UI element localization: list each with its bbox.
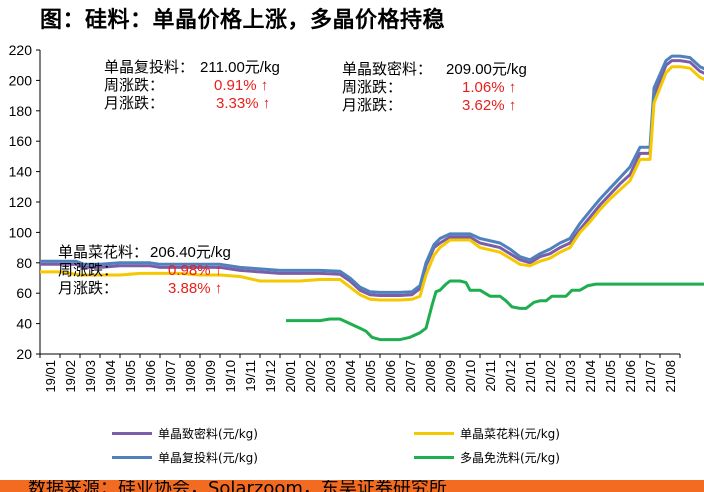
- fu-tou-week-label: 周涨跌：: [104, 77, 165, 94]
- y-tick-label: 220: [9, 42, 33, 58]
- series-line-2: [40, 65, 704, 302]
- legend-label-fu-tou: 单晶复投料(元/kg): [158, 451, 258, 465]
- x-tick-label: 20/05: [363, 360, 378, 393]
- series-line-3: [286, 279, 704, 342]
- annotation-zhi-mi: 单晶致密料： 209.00元/kg 周涨跌： 1.06% ↑ 月涨跌： 3.62% ↑: [342, 61, 527, 115]
- x-tick-label: 21/04: [583, 360, 598, 393]
- legend-item-zhi-mi: 单晶致密料(元/kg): [112, 425, 258, 442]
- x-tick-label: 19/04: [103, 360, 118, 393]
- y-tick-label: 160: [9, 133, 33, 149]
- x-tick-label: 19/06: [143, 360, 158, 393]
- legend-swatch-duo-jing: [414, 456, 454, 459]
- chart-title: 图：硅料：单晶价格上涨，多晶价格持稳: [40, 8, 446, 33]
- x-tick-label: 19/11: [243, 360, 258, 392]
- x-tick-label: 21/05: [603, 360, 618, 393]
- x-tick-label: 19/08: [183, 360, 198, 393]
- zhi-mi-label: 单晶致密料：: [342, 61, 433, 78]
- cai-hua-week-value: 0.98% ↑: [168, 262, 223, 279]
- y-tick-label: 200: [9, 72, 33, 88]
- x-tick-label: 20/03: [323, 360, 338, 393]
- x-tick-label: 21/08: [663, 360, 678, 393]
- fu-tou-price: 211.00元/kg: [200, 59, 280, 76]
- legend-label-zhi-mi: 单晶致密料(元/kg): [158, 427, 258, 441]
- x-tick-label: 20/08: [423, 360, 438, 393]
- legend-item-fu-tou: 单晶复投料(元/kg): [112, 449, 258, 466]
- cai-hua-month-value: 3.88% ↑: [168, 280, 223, 297]
- fu-tou-month-label: 月涨跌：: [104, 95, 165, 112]
- x-tick-label: 21/01: [523, 360, 538, 393]
- x-tick-label: 19/02: [63, 360, 78, 393]
- x-tick-label: 20/07: [403, 360, 418, 393]
- x-tick-label: 20/06: [383, 360, 398, 393]
- x-tick-label: 19/07: [163, 360, 178, 393]
- x-tick-label: 19/01: [43, 360, 58, 393]
- series-lines: [40, 54, 704, 342]
- legend-item-duo-jing: 多晶免洗料(元/kg): [414, 449, 560, 466]
- zhi-mi-month-label: 月涨跌：: [342, 97, 403, 114]
- line-chart: 20 40 60 80 100 120 140 160 180 200 220 19/01 19/02 1…: [9, 42, 704, 393]
- annotation-fu-tou: 单晶复投料： 211.00元/kg 周涨跌： 0.91% ↑ 月涨跌： 3.33% ↑: [104, 59, 280, 113]
- footer-bar: 数据来源：硅业协会，Solarzoom，东吴证券研究所: [0, 480, 704, 492]
- x-tick-label: 20/09: [443, 360, 458, 393]
- y-tick-label: 40: [16, 316, 32, 332]
- x-tick-label: 20/10: [463, 360, 478, 393]
- series-line-1: [40, 54, 704, 294]
- chart-axes: 20 40 60 80 100 120 140 160 180 200 220 19/01 19/02 1…: [9, 42, 681, 393]
- x-tick-label: 20/02: [303, 360, 318, 393]
- fu-tou-month-value: 3.33% ↑: [216, 95, 271, 112]
- cai-hua-month-label: 月涨跌：: [58, 280, 119, 297]
- legend-label-cai-hua: 单晶菜花料(元/kg): [460, 427, 560, 441]
- x-tick-label: 19/12: [263, 360, 278, 393]
- annotation-cai-hua: 单晶菜花料： 206.40元/kg 周涨跌： 0.98% ↑ 月涨跌： 3.88% ↑: [58, 244, 231, 298]
- x-tick-label: 21/03: [563, 360, 578, 393]
- zhi-mi-price: 209.00元/kg: [446, 61, 527, 78]
- y-tick-label: 80: [16, 255, 32, 271]
- legend-label-duo-jing: 多晶免洗料(元/kg): [460, 451, 560, 465]
- y-tick-label: 100: [9, 224, 33, 240]
- zhi-mi-month-value: 3.62% ↑: [462, 97, 517, 114]
- x-tick-label: 19/05: [123, 360, 138, 393]
- y-tick-label: 140: [9, 164, 33, 180]
- cai-hua-label: 单晶菜花料：: [58, 244, 149, 261]
- legend-swatch-zhi-mi: [112, 432, 152, 435]
- x-tick-label: 20/11: [483, 360, 498, 392]
- x-tick-label: 21/02: [543, 360, 558, 393]
- x-tick-label: 19/10: [223, 360, 238, 393]
- legend-item-cai-hua: 单晶菜花料(元/kg): [414, 425, 560, 442]
- legend-swatch-fu-tou: [112, 456, 152, 459]
- x-tick-label: 20/01: [283, 360, 298, 393]
- y-tick-label: 120: [9, 194, 33, 210]
- cai-hua-week-label: 周涨跌：: [58, 262, 119, 279]
- x-tick-label: 21/07: [643, 360, 658, 393]
- x-tick-label: 19/03: [83, 360, 98, 393]
- series-line-0: [40, 59, 704, 297]
- y-tick-label: 20: [16, 346, 32, 362]
- x-tick-label: 21/06: [623, 360, 638, 393]
- x-tick-label: 20/12: [503, 360, 518, 393]
- fu-tou-week-value: 0.91% ↑: [214, 77, 269, 94]
- zhi-mi-week-value: 1.06% ↑: [462, 79, 517, 96]
- legend-swatch-cai-hua: [414, 432, 454, 435]
- y-tick-label: 180: [9, 103, 33, 119]
- footer-source: 数据来源：硅业协会，Solarzoom，东吴证券研究所: [28, 480, 447, 492]
- y-tick-label: 60: [16, 285, 32, 301]
- zhi-mi-week-label: 周涨跌：: [342, 79, 403, 96]
- cai-hua-price: 206.40元/kg: [150, 244, 231, 261]
- x-tick-label: 19/09: [203, 360, 218, 393]
- fu-tou-label: 单晶复投料：: [104, 59, 195, 76]
- x-tick-label: 20/04: [343, 360, 358, 393]
